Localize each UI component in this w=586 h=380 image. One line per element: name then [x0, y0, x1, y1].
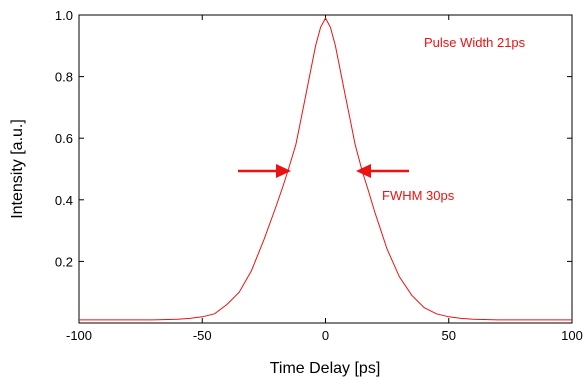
annotation-fwhm: FWHM 30ps — [382, 188, 455, 203]
intensity-series-line — [79, 17, 572, 321]
y-tick-label: 0.2 — [55, 254, 73, 269]
y-tick-label: 0.4 — [55, 193, 73, 208]
x-axis-title: Time Delay [ps] — [270, 360, 381, 377]
x-tick-label: 50 — [442, 328, 456, 343]
fwhm-arrow-left — [238, 164, 291, 178]
fwhm-arrow-right — [356, 164, 409, 178]
x-tick-label: -50 — [193, 328, 212, 343]
annotation-pulse-width: Pulse Width 21ps — [424, 35, 526, 50]
plot-area — [78, 14, 573, 324]
x-tick-label: 0 — [322, 328, 329, 343]
x-tick-label: 100 — [561, 328, 583, 343]
x-axis-ticks: -100 -50 0 50 100 — [66, 15, 583, 343]
y-tick-label: 1.0 — [55, 8, 73, 23]
y-axis-title: Intensity [a.u.] — [9, 119, 26, 219]
y-tick-label: 0.8 — [55, 70, 73, 85]
x-tick-label: -100 — [66, 328, 92, 343]
y-axis-ticks: 0.2 0.4 0.6 0.8 1.0 — [55, 8, 572, 269]
y-tick-label: 0.6 — [55, 131, 73, 146]
